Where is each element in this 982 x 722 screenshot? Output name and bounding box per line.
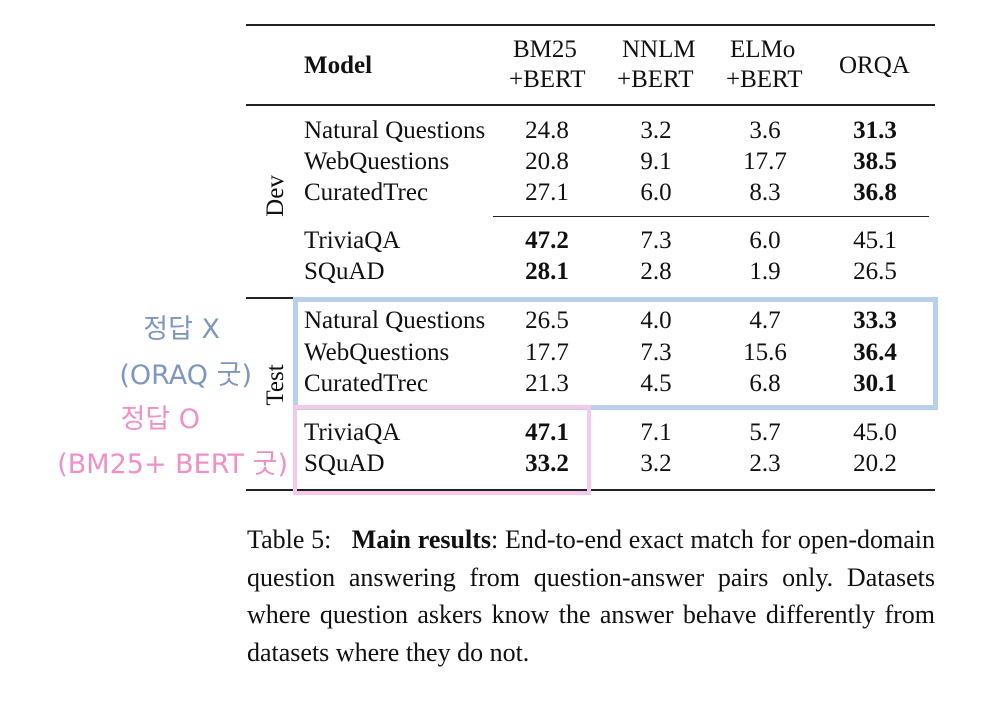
header-nnlm-line1: NNLM	[622, 36, 696, 63]
table-cell: 30.1	[853, 370, 897, 397]
table-cell: 26.5	[525, 307, 569, 334]
table-row-model: Natural Questions	[304, 307, 486, 334]
table-cell: 28.1	[525, 258, 569, 285]
table-cell: 27.1	[525, 179, 569, 206]
table-row-model: SQuAD	[304, 258, 385, 285]
table-cell: 45.1	[853, 227, 897, 254]
table-cell: 8.3	[749, 179, 781, 206]
table-cell: 4.7	[749, 307, 781, 334]
table-cell: 20.2	[853, 450, 897, 477]
table-row-model: WebQuestions	[304, 339, 450, 366]
table-cell: 2.8	[640, 258, 672, 285]
annotation-pink-line1: 정답 O	[120, 404, 200, 435]
table-caption: Table 5: Main results: End-to-end exact …	[247, 521, 935, 671]
table-cell: 31.3	[853, 117, 897, 144]
table-row-model: SQuAD	[304, 450, 385, 477]
table-cell: 36.8	[853, 179, 897, 206]
table-row-model: Natural Questions	[304, 117, 486, 144]
caption-label: Table 5:	[247, 525, 332, 554]
annotation-blue-line1: 정답 X	[143, 314, 220, 345]
table-cell: 17.7	[525, 339, 569, 366]
table-cell: 7.3	[640, 227, 672, 254]
highlight-box-blue	[293, 297, 938, 410]
header-bm25-line1: BM25	[513, 36, 577, 63]
table-cell: 15.6	[743, 339, 787, 366]
table-cell: 6.8	[749, 370, 781, 397]
table-cell: 1.9	[749, 258, 781, 285]
table-cell: 3.2	[640, 117, 672, 144]
header-nnlm-line2: +BERT	[617, 66, 694, 93]
dev-subgroup-rule	[493, 216, 929, 217]
table-cell: 26.5	[853, 258, 897, 285]
table-cell: 24.8	[525, 117, 569, 144]
table-cell: 47.2	[525, 227, 569, 254]
table-row-model: WebQuestions	[304, 148, 450, 175]
table-cell: 36.4	[853, 339, 897, 366]
table-cell: 33.2	[525, 450, 569, 477]
header-model: Model	[304, 52, 373, 79]
table-row-model: CuratedTrec	[304, 370, 429, 397]
header-bottom-rule	[246, 104, 935, 106]
table-cell: 7.1	[640, 419, 672, 446]
header-elmo-line1: ELMo	[730, 36, 796, 63]
table-cell: 33.3	[853, 307, 897, 334]
table-cell: 5.7	[749, 419, 781, 446]
table-cell: 38.5	[853, 148, 897, 175]
table-cell: 20.8	[525, 148, 569, 175]
header-elmo-line2: +BERT	[726, 66, 803, 93]
table-cell: 17.7	[743, 148, 787, 175]
group-label-dev: Dev	[262, 175, 289, 217]
annotation-pink-line2: (BM25+ BERT 굿)	[57, 449, 288, 480]
annotation-blue-line2: (ORAQ 굿)	[119, 360, 252, 391]
table-cell: 9.1	[640, 148, 672, 175]
caption-text: : End-to-end exact match for open-domain…	[247, 525, 936, 667]
highlight-box-pink	[293, 405, 591, 495]
header-orqa: ORQA	[839, 52, 910, 79]
table-cell: 3.2	[640, 450, 672, 477]
table-row-model: TriviaQA	[304, 419, 401, 446]
table-cell: 6.0	[749, 227, 781, 254]
table-cell: 7.3	[640, 339, 672, 366]
table-cell: 4.5	[640, 370, 672, 397]
table-cell: 45.0	[853, 419, 897, 446]
table-top-rule	[246, 24, 935, 26]
table-row-model: CuratedTrec	[304, 179, 429, 206]
table-row-model: TriviaQA	[304, 227, 401, 254]
header-bm25-line2: +BERT	[509, 66, 586, 93]
table-cell: 21.3	[525, 370, 569, 397]
table-cell: 2.3	[749, 450, 781, 477]
group-label-test: Test	[262, 364, 289, 406]
table-cell: 4.0	[640, 307, 672, 334]
table-cell: 3.6	[749, 117, 781, 144]
table-cell: 6.0	[640, 179, 672, 206]
caption-title: Main results	[351, 525, 491, 554]
table-cell: 47.1	[525, 419, 569, 446]
